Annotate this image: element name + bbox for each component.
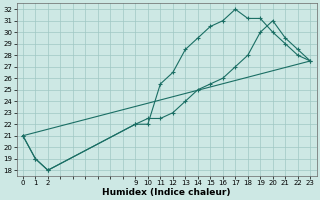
X-axis label: Humidex (Indice chaleur): Humidex (Indice chaleur) bbox=[102, 188, 231, 197]
